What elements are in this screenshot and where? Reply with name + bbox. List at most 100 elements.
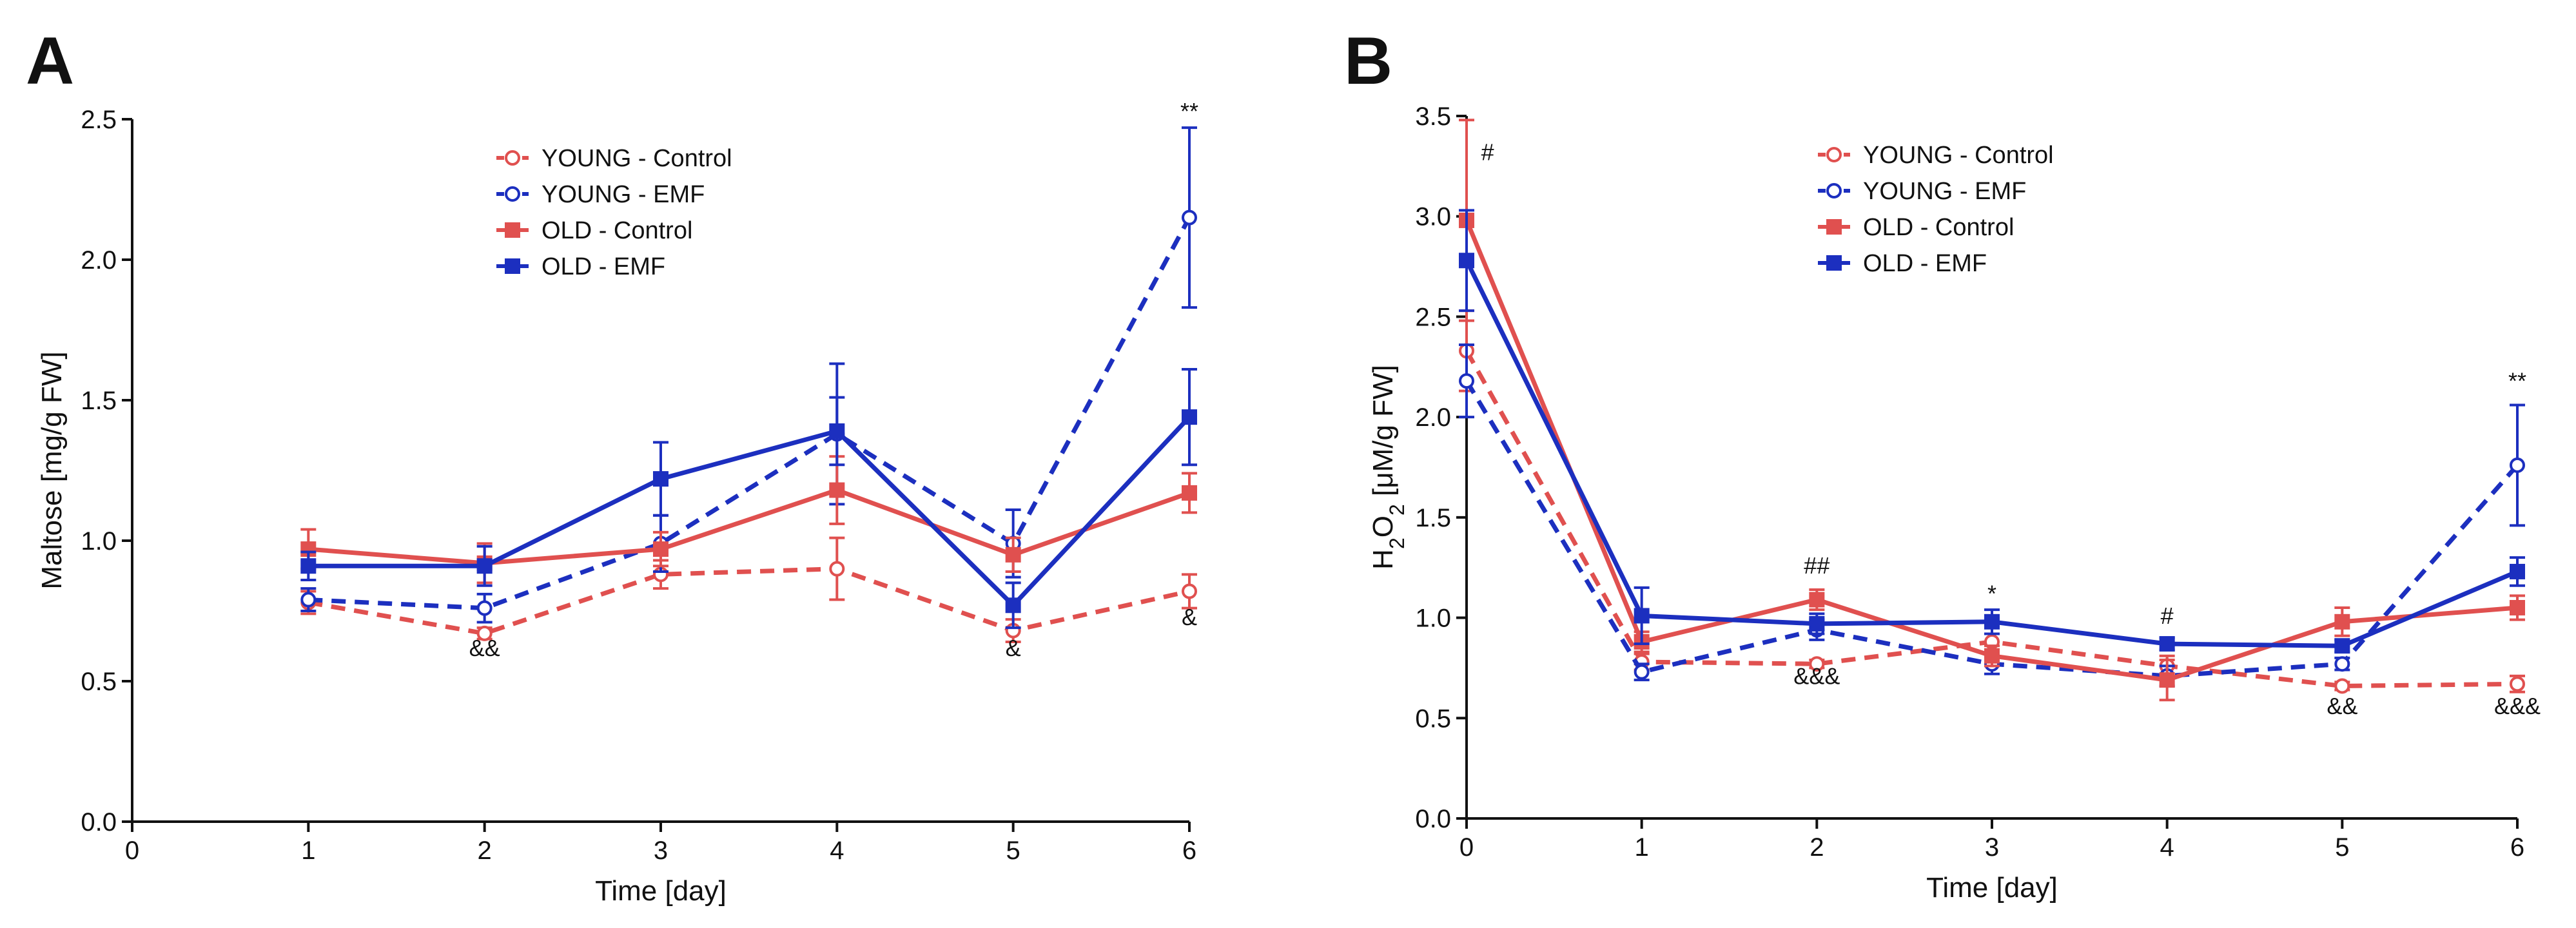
series-line <box>308 415 1191 608</box>
data-point <box>2334 614 2350 630</box>
data-point <box>1634 664 1650 680</box>
x-tick-label: 3 <box>1985 833 1999 862</box>
y-tick-label: 2.0 <box>81 246 117 275</box>
series-line <box>307 566 1190 636</box>
x-tick-label: 1 <box>301 836 315 865</box>
x-tick-label: 4 <box>2160 833 2174 862</box>
data-point <box>1809 592 1825 608</box>
data-point <box>1459 373 1474 389</box>
data-point <box>1984 614 2000 630</box>
x-tick-label: 6 <box>2510 833 2524 862</box>
x-axis-title: Time [day] <box>595 875 727 907</box>
legend-entry-label: OLD - Control <box>542 217 692 244</box>
significance-annotation: &&& <box>2494 693 2541 719</box>
panel-a: A 0.0 0.5 1.0 1.5 2.0 2.5 0 1 2 3 4 5 6 Time [day] Mal… <box>26 24 1198 907</box>
data-point <box>2510 600 2525 615</box>
legend-entry-label: OLD - EMF <box>1863 250 1987 277</box>
x-tick-label: 4 <box>830 836 844 865</box>
data-point <box>1005 597 1021 614</box>
y-tick-label: 1.0 <box>1415 604 1451 633</box>
y-tick-label: 3.5 <box>1415 102 1451 131</box>
panel-a-plot: 0.0 0.5 1.0 1.5 2.0 2.5 0 1 2 3 4 5 6 Time [day] Malto… <box>36 98 1198 907</box>
data-point <box>1182 583 1197 599</box>
y-tick-label: 0.0 <box>81 808 117 836</box>
data-point <box>1182 485 1197 501</box>
data-point <box>1182 209 1197 226</box>
legend-entry-label: YOUNG - Control <box>1863 142 2054 169</box>
data-point <box>2334 656 2350 672</box>
significance-annotation: # <box>1481 139 1494 166</box>
data-point <box>476 625 493 641</box>
panel-b-plot: 0.0 0.5 1.0 1.5 2.0 2.5 3.0 3.5 0 1 2 3 4 5 6 Time [day… <box>1367 102 2541 904</box>
data-point <box>2159 636 2175 652</box>
y-axis-title: H2O2 [μM/g FW] <box>1367 365 1409 570</box>
x-tick-label: 3 <box>654 836 668 865</box>
legend: YOUNG - Control YOUNG - EMF OLD - Control O… <box>496 145 732 280</box>
data-point <box>1182 409 1197 425</box>
y-axis-title-part: O <box>1367 516 1399 537</box>
data-point <box>829 561 845 577</box>
data-point <box>2334 678 2350 694</box>
panel-a-letter: A <box>26 24 74 99</box>
data-point <box>2159 672 2175 688</box>
data-point <box>1459 253 1474 269</box>
legend-entry-label: OLD - EMF <box>542 253 665 280</box>
y-tick-label: 1.5 <box>81 387 117 415</box>
data-point <box>2510 563 2525 579</box>
data-point <box>653 471 668 487</box>
y-axis-title-part: [μM/g FW] <box>1367 365 1399 504</box>
series-line <box>308 488 1191 566</box>
significance-annotation: && <box>469 635 500 661</box>
x-tick-label: 5 <box>2335 833 2349 862</box>
significance-annotation: # <box>2161 603 2174 629</box>
y-axis-title-subscript: 2 <box>1385 537 1409 549</box>
data-point <box>829 482 845 498</box>
significance-annotation: &&& <box>1793 662 1840 689</box>
significance-annotation: ** <box>1180 98 1198 124</box>
y-tick-label: 2.0 <box>1415 403 1451 432</box>
significance-annotation: && <box>2327 693 2357 719</box>
legend-swatch-marker <box>1826 147 1842 162</box>
significance-annotation: & <box>1182 604 1197 630</box>
significance-annotation: ** <box>2508 368 2526 394</box>
y-tick-label: 0.5 <box>81 668 117 696</box>
data-point <box>1984 648 2000 664</box>
x-tick-label: 2 <box>478 836 492 865</box>
data-point <box>476 600 493 616</box>
significance-annotation: * <box>1987 581 1996 607</box>
legend-swatch-marker <box>505 258 520 274</box>
x-tick-label: 2 <box>1810 833 1824 862</box>
y-tick-label: 2.5 <box>81 106 117 134</box>
x-axis-title: Time [day] <box>1926 872 2058 904</box>
y-tick-label: 1.5 <box>1415 504 1451 532</box>
data-point <box>300 592 317 608</box>
legend-swatch-marker <box>505 222 520 238</box>
x-tick-label: 0 <box>1459 833 1474 862</box>
data-point <box>1809 656 1825 672</box>
legend-swatch-marker <box>505 150 520 166</box>
significance-annotation: & <box>1006 635 1021 661</box>
data-point <box>1005 546 1021 563</box>
y-tick-label: 2.5 <box>1415 303 1451 331</box>
data-point <box>2510 457 2525 473</box>
legend-swatch-marker <box>1826 219 1842 235</box>
data-point <box>829 423 845 439</box>
legend-entry-label: YOUNG - EMF <box>542 181 705 208</box>
legend-swatch-marker <box>1826 255 1842 271</box>
data-point <box>2334 638 2350 654</box>
data-point <box>1809 615 1825 632</box>
data-point <box>476 558 493 574</box>
significance-annotation: ## <box>1804 552 1830 579</box>
y-axis-title: Maltose [mg/g FW] <box>36 351 68 589</box>
y-axis-title-subscript: 2 <box>1385 504 1409 516</box>
x-tick-label: 0 <box>125 836 139 865</box>
data-point <box>653 541 668 557</box>
panel-b-letter: B <box>1344 24 1392 99</box>
series-line <box>308 216 1192 611</box>
panel-b: B 0.0 0.5 1.0 1.5 2.0 2.5 3.0 3.5 0 1 2 3 4 5 6 Time [d… <box>1344 24 2541 904</box>
legend-entry-label: OLD - Control <box>1863 214 2014 241</box>
data-point <box>300 558 317 574</box>
x-tick-label: 1 <box>1635 833 1649 862</box>
